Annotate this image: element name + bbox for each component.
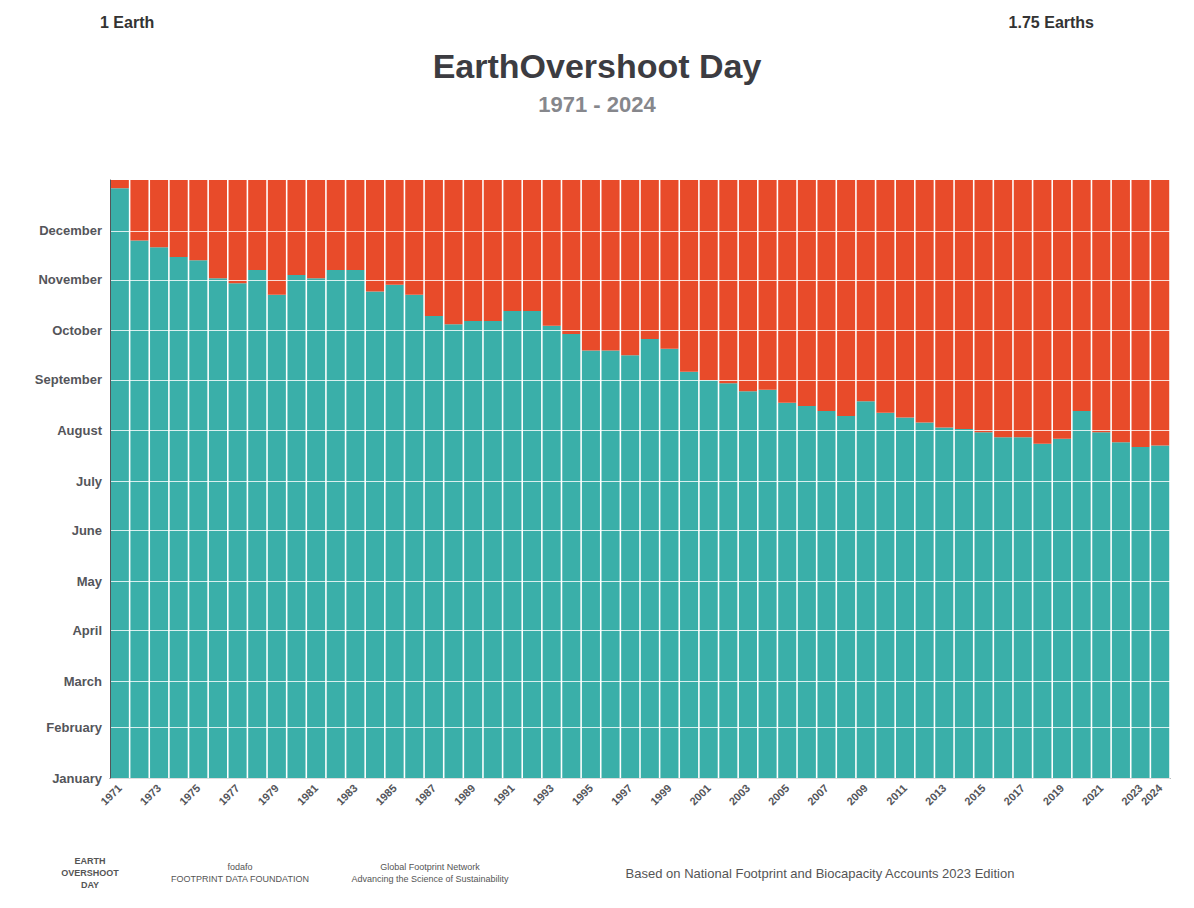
svg-text:2005: 2005 (766, 782, 792, 808)
svg-text:DAY: DAY (81, 880, 99, 890)
svg-text:1979: 1979 (255, 782, 281, 808)
svg-text:Global Footprint Network: Global Footprint Network (380, 862, 480, 872)
svg-text:2001: 2001 (687, 782, 713, 808)
svg-text:1989: 1989 (452, 782, 478, 808)
svg-text:2003: 2003 (726, 782, 752, 808)
svg-text:1995: 1995 (569, 782, 595, 808)
svg-text:August: August (57, 423, 102, 438)
svg-text:EARTH: EARTH (75, 856, 106, 866)
svg-text:Advancing the Science of Susta: Advancing the Science of Sustainability (351, 874, 509, 884)
svg-text:1987: 1987 (412, 782, 438, 808)
svg-text:1991: 1991 (491, 782, 517, 808)
svg-text:1999: 1999 (648, 782, 674, 808)
svg-text:OVERSHOOT: OVERSHOOT (61, 868, 119, 878)
svg-text:2024: 2024 (1139, 781, 1165, 807)
svg-text:2007: 2007 (805, 782, 831, 808)
svg-text:2013: 2013 (923, 782, 949, 808)
svg-text:March: March (64, 674, 102, 689)
svg-text:2015: 2015 (962, 782, 988, 808)
svg-text:1985: 1985 (373, 782, 399, 808)
svg-text:EarthOvershoot Day: EarthOvershoot Day (433, 47, 762, 85)
svg-text:October: October (52, 323, 102, 338)
svg-text:2009: 2009 (844, 782, 870, 808)
svg-text:1997: 1997 (609, 782, 635, 808)
svg-text:fodafo: fodafo (227, 862, 252, 872)
svg-text:2017: 2017 (1001, 782, 1027, 808)
svg-text:1975: 1975 (177, 782, 203, 808)
svg-text:Based on National Footprint an: Based on National Footprint and Biocapac… (626, 866, 1015, 881)
svg-text:July: July (76, 474, 103, 489)
svg-text:November: November (38, 272, 102, 287)
svg-text:April: April (72, 623, 102, 638)
svg-text:2011: 2011 (884, 782, 909, 807)
svg-text:September: September (35, 372, 102, 387)
svg-text:1 Earth: 1 Earth (100, 14, 154, 31)
svg-text:December: December (39, 223, 102, 238)
svg-text:2021: 2021 (1080, 782, 1106, 808)
svg-text:1973: 1973 (138, 782, 164, 808)
svg-text:FOOTPRINT DATA FOUNDATION: FOOTPRINT DATA FOUNDATION (171, 874, 309, 884)
svg-text:1.75 Earths: 1.75 Earths (1009, 14, 1094, 31)
svg-text:May: May (77, 574, 103, 589)
svg-text:January: January (52, 771, 103, 786)
svg-text:June: June (72, 523, 102, 538)
svg-text:1981: 1981 (295, 782, 321, 808)
svg-text:1983: 1983 (334, 782, 360, 808)
svg-text:1971 - 2024: 1971 - 2024 (538, 92, 656, 117)
svg-text:1993: 1993 (530, 782, 556, 808)
svg-text:1977: 1977 (216, 782, 242, 808)
svg-text:2019: 2019 (1041, 782, 1067, 808)
svg-text:1971: 1971 (98, 782, 124, 808)
svg-text:2023: 2023 (1119, 782, 1145, 808)
svg-text:February: February (46, 720, 102, 735)
